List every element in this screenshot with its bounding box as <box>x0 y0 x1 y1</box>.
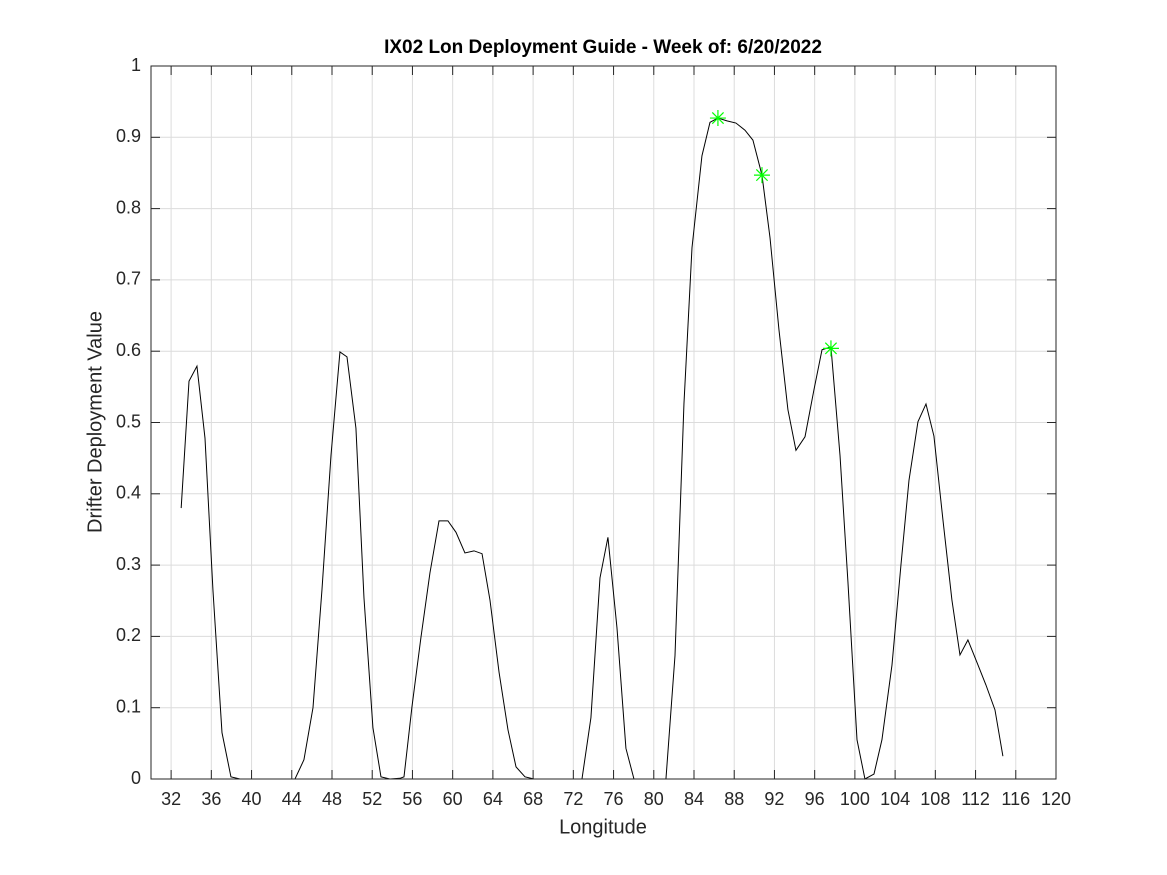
x-tick-label: 52 <box>362 789 382 809</box>
y-tick-label: 0.2 <box>116 625 141 645</box>
data-layer <box>180 110 1004 780</box>
x-tick-label: 68 <box>523 789 543 809</box>
y-tick-label: 0.5 <box>116 411 141 431</box>
x-tick-label: 76 <box>604 789 624 809</box>
x-tick-label: 64 <box>483 789 503 809</box>
x-tick-label: 100 <box>840 789 870 809</box>
x-tick-label: 72 <box>563 789 583 809</box>
data-line <box>180 117 1004 780</box>
x-tick-label: 84 <box>684 789 704 809</box>
x-tick-label: 92 <box>764 789 784 809</box>
x-tick-label: 88 <box>724 789 744 809</box>
y-tick-label: 0.1 <box>116 696 141 716</box>
plot-frame <box>150 65 1057 780</box>
x-tick-label: 112 <box>961 789 990 809</box>
y-tick-label: 0.4 <box>116 483 141 503</box>
x-tick-label: 116 <box>1001 789 1030 809</box>
x-tick-label: 32 <box>161 789 181 809</box>
y-tick-label: 0.3 <box>116 554 141 574</box>
x-tick-label: 40 <box>242 789 262 809</box>
y-tick-label: 0.7 <box>116 269 141 289</box>
star-marker <box>709 110 726 127</box>
x-tick-label: 36 <box>201 789 221 809</box>
x-tick-label: 48 <box>322 789 342 809</box>
axis-layer: 32 36 40 44 48 52 56 60 64 68 72 76 80 84 88 92 96 100 104… <box>116 55 1071 809</box>
star-marker <box>822 340 839 357</box>
y-tick-label: 0.8 <box>116 197 141 217</box>
x-tick-label: 96 <box>805 789 825 809</box>
x-axis-label: Longitude <box>559 816 647 838</box>
x-tick-label: 104 <box>880 789 910 809</box>
x-tick-label: 120 <box>1041 789 1071 809</box>
y-tick-label: 0.9 <box>116 126 141 146</box>
x-tick-label: 44 <box>282 789 302 809</box>
star-marker <box>753 167 770 184</box>
y-tick-label: 0.6 <box>116 340 141 360</box>
y-axis-label: Drifter Deployment Value <box>84 311 106 533</box>
y-tick-label: 0 <box>131 768 141 788</box>
chart-title: IX02 Lon Deployment Guide - Week of: 6/2… <box>384 37 822 58</box>
x-tick-label: 80 <box>644 789 664 809</box>
x-tick-label: 60 <box>443 789 463 809</box>
x-tick-label: 56 <box>402 789 422 809</box>
x-tick-label: 108 <box>920 789 950 809</box>
y-tick-label: 1 <box>131 55 141 75</box>
